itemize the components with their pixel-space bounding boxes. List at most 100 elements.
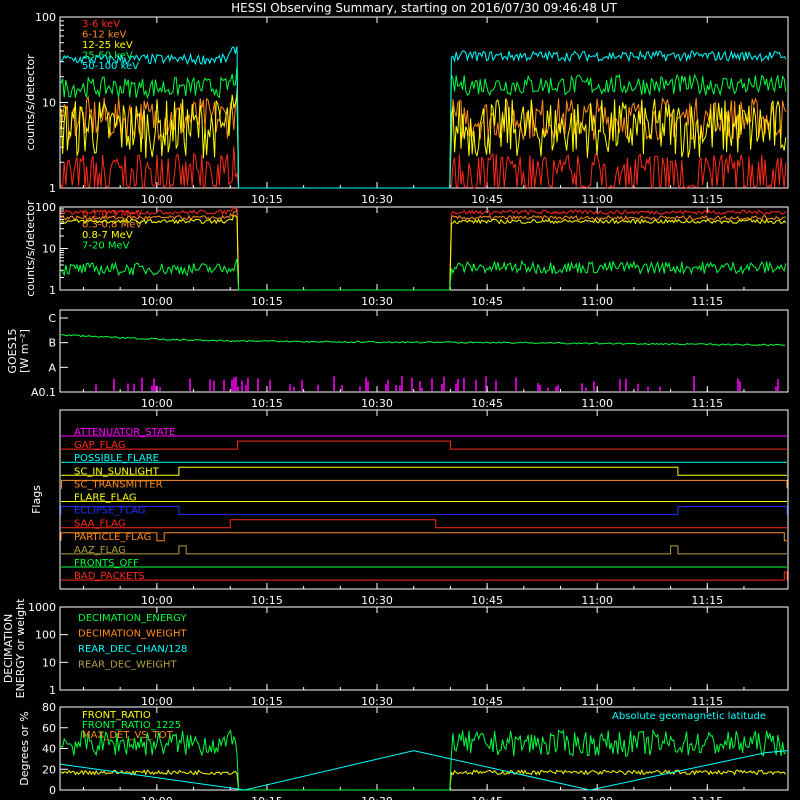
x-tick-label: 10:15 xyxy=(251,695,283,708)
x-tick-label: 10:45 xyxy=(471,193,503,206)
legend-decimation-weight: DECIMATION_WEIGHT xyxy=(78,629,187,640)
y-axis-label-2: ENERGY or weight xyxy=(14,598,27,698)
y-tick-label: A xyxy=(48,361,56,374)
legend-3-6-kev: 3-6 keV xyxy=(82,19,120,30)
flag-label-attenuator-state: ATTENUATOR_STATE xyxy=(74,427,175,438)
x-tick-label: 11:00 xyxy=(581,594,613,607)
y-axis-units: [W m⁻²] xyxy=(18,329,31,373)
x-tick-label: 11:00 xyxy=(581,295,613,308)
legend-front-ratio: FRONT_RATIO xyxy=(82,710,151,721)
flag-trace-sc-in-sunlight xyxy=(61,466,787,476)
series-front-ratio-1225 xyxy=(60,729,787,791)
y-tick-label: 1 xyxy=(49,182,56,195)
x-tick-label: 11:15 xyxy=(691,695,723,708)
y-tick-label: 100 xyxy=(35,629,56,642)
flag-label-sc-transmitter: SC_TRANSMITTER xyxy=(74,479,163,490)
y-axis-label: Flags xyxy=(30,485,43,514)
legend-0-3-0-8-mev: 0.3-0.8 MeV xyxy=(82,220,142,231)
x-tick-label: 10:30 xyxy=(361,795,393,800)
panel-frame xyxy=(59,409,789,590)
y-tick-label: 10 xyxy=(42,243,56,256)
goes-bars xyxy=(95,376,779,391)
y-tick-label: 1 xyxy=(49,284,56,297)
flag-trace-gap-flag xyxy=(61,440,787,450)
flag-trace-sc-transmitter xyxy=(61,479,788,489)
x-tick-label: 10:45 xyxy=(471,295,503,308)
series-3-6-kev xyxy=(60,145,787,190)
y-tick-label: 80 xyxy=(42,701,56,714)
x-tick-label: 11:15 xyxy=(691,795,723,800)
x-tick-label: 11:00 xyxy=(581,397,613,410)
y-tick-label: 40 xyxy=(42,743,56,756)
series-50-100-kev xyxy=(60,46,787,189)
flag-trace-bad-packets xyxy=(61,571,788,581)
flag-label-flare-flag: FLARE_FLAG xyxy=(74,493,137,504)
x-tick-label: 10:30 xyxy=(361,295,393,308)
y-tick-label: 10 xyxy=(42,97,56,110)
flag-trace-saa-flag xyxy=(61,519,787,529)
y-tick-label: 10 xyxy=(42,656,56,669)
legend-12-25-kev: 12-25 keV xyxy=(82,40,133,51)
x-tick-label: 10:00 xyxy=(141,594,173,607)
x-tick-label: 10:15 xyxy=(251,397,283,410)
series-7-20-mev xyxy=(60,258,787,291)
panel-2: 10:00 10:15 10:30 10:45 11:00 11:15 1 10 100coun… xyxy=(24,200,789,308)
x-tick-label: 10:45 xyxy=(471,594,503,607)
flag-label-aaz-flag: AAZ_FLAG xyxy=(74,545,126,556)
flag-trace-eclipse-flag xyxy=(60,506,788,516)
x-tick-label: 10:30 xyxy=(361,695,393,708)
y-tick-label: 1 xyxy=(49,684,56,697)
flag-label-sc-in-sunlight: SC_IN_SUNLIGHT xyxy=(74,466,160,477)
flag-label-possible-flare: POSSIBLE_FLARE xyxy=(74,453,159,464)
y-tick-label: 0 xyxy=(49,784,56,797)
y-tick-label: 1000 xyxy=(28,601,56,614)
panel-1: 10:00 10:15 10:30 10:45 11:00 11:15 1 10 100 coun… xyxy=(24,11,789,206)
x-tick-label: 11:00 xyxy=(581,695,613,708)
plot-title: HESSI Observing Summary, starting on 201… xyxy=(231,1,617,15)
panel-frame xyxy=(59,606,789,691)
flag-label-saa-flag: SAA_FLAG xyxy=(74,519,125,530)
flag-label-gap-flag: GAP_FLAG xyxy=(74,440,126,451)
legend-0-8-7-mev: 0.8-7 MeV xyxy=(82,230,133,241)
legend-50-100-kev: 50-100 keV xyxy=(82,61,139,72)
series-0-8-7-mev xyxy=(60,215,787,291)
legend-max-det-vs-tot: MAX_DET_VS_TOT xyxy=(82,730,174,741)
x-tick-label: 10:15 xyxy=(251,795,283,800)
flag-label-particle-flag: PARTICLE_FLAG xyxy=(74,532,151,543)
y-axis-label: DECIMATION xyxy=(2,614,15,683)
series-goes15 xyxy=(60,334,786,347)
series-0-1-0-3-mev xyxy=(60,206,787,291)
x-tick-label: 10:45 xyxy=(471,397,503,410)
legend-7-20-mev: 7-20 MeV xyxy=(82,241,130,252)
x-tick-label: 10:45 xyxy=(471,795,503,800)
y-tick-label: 100 xyxy=(35,201,56,214)
y-axis-label: counts/s/detector xyxy=(24,54,37,151)
x-tick-label: 10:30 xyxy=(361,397,393,410)
flag-trace-particle-flag xyxy=(60,532,787,542)
panel-6: 10:00 10:15 10:30 10:45 11:00 11:15 0 20 40 60 80 D… xyxy=(18,701,789,800)
legend-rear-dec-chan-128: REAR_DEC_CHAN/128 xyxy=(78,644,187,655)
x-tick-label: 10:30 xyxy=(361,594,393,607)
x-tick-label: 10:00 xyxy=(141,695,173,708)
x-tick-label: 10:15 xyxy=(251,193,283,206)
flag-label-eclipse-flag: ECLIPSE_FLAG xyxy=(74,506,145,517)
y-tick-label: 100 xyxy=(35,11,56,24)
x-tick-label: 10:30 xyxy=(361,193,393,206)
legend-geomagnetic-latitude: Absolute geomagnetic latitude xyxy=(612,711,766,722)
panel-3: 10:00 10:15 10:30 10:45 11:00 11:15 A0.1 ABC GOE… xyxy=(6,309,789,410)
legend-0-1-0-3-mev: 0.1-0.3 MeV xyxy=(82,209,142,220)
series-geomagnetic-latitude xyxy=(59,750,789,791)
x-tick-label: 10:00 xyxy=(141,295,173,308)
panel-4: 10:00 10:15 10:30 10:45 11:00 11:15 Flags ATTEN… xyxy=(30,409,789,607)
y-tick-label: 60 xyxy=(42,722,56,735)
y-axis-label: counts/s/detector xyxy=(24,200,37,297)
x-tick-label: 10:00 xyxy=(141,795,173,800)
panel-5: 10:00 10:15 10:30 10:45 11:00 11:15 1 10 100 1000… xyxy=(2,598,789,708)
y-tick-label: A0.1 xyxy=(31,386,56,399)
x-tick-label: 10:00 xyxy=(141,193,173,206)
flag-trace-aaz-flag xyxy=(61,545,787,555)
panel-frame xyxy=(59,309,789,393)
panel-frame xyxy=(59,16,789,189)
